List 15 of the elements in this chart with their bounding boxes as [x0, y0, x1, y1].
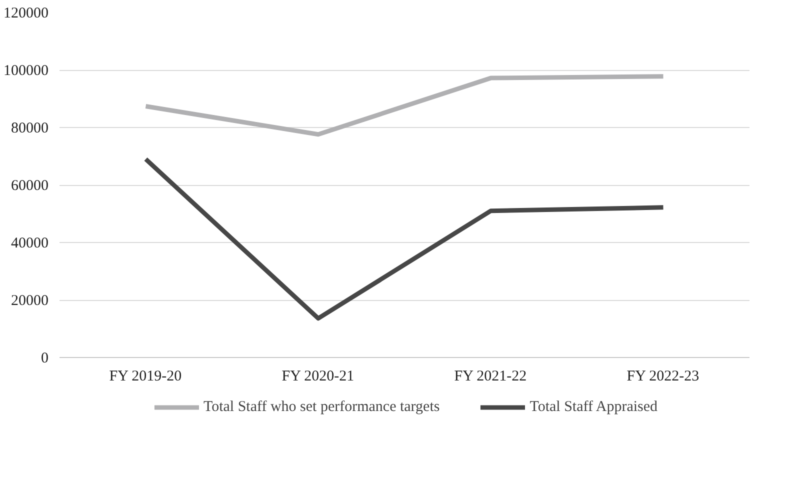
x-tick-label: FY 2019-20 — [109, 368, 182, 384]
x-tick-label: FY 2020-21 — [282, 368, 354, 384]
y-tick-label: 40000 — [11, 236, 48, 252]
line-series — [144, 74, 666, 137]
y-tick-label: 100000 — [4, 63, 48, 79]
legend-label: Total Staff Appraised — [530, 398, 658, 416]
y-tick-label: 60000 — [11, 178, 48, 194]
y-tick-label: 0 — [41, 350, 48, 366]
line-series — [144, 156, 666, 321]
x-tick-label: FY 2021-22 — [454, 368, 527, 384]
y-tick-label: 80000 — [11, 120, 48, 136]
legend-label: Total Staff who set performance targets — [203, 398, 440, 416]
x-tick-label: FY 2022-23 — [626, 368, 700, 384]
y-tick-label: 120000 — [4, 6, 48, 22]
y-tick-label: 20000 — [11, 293, 48, 309]
